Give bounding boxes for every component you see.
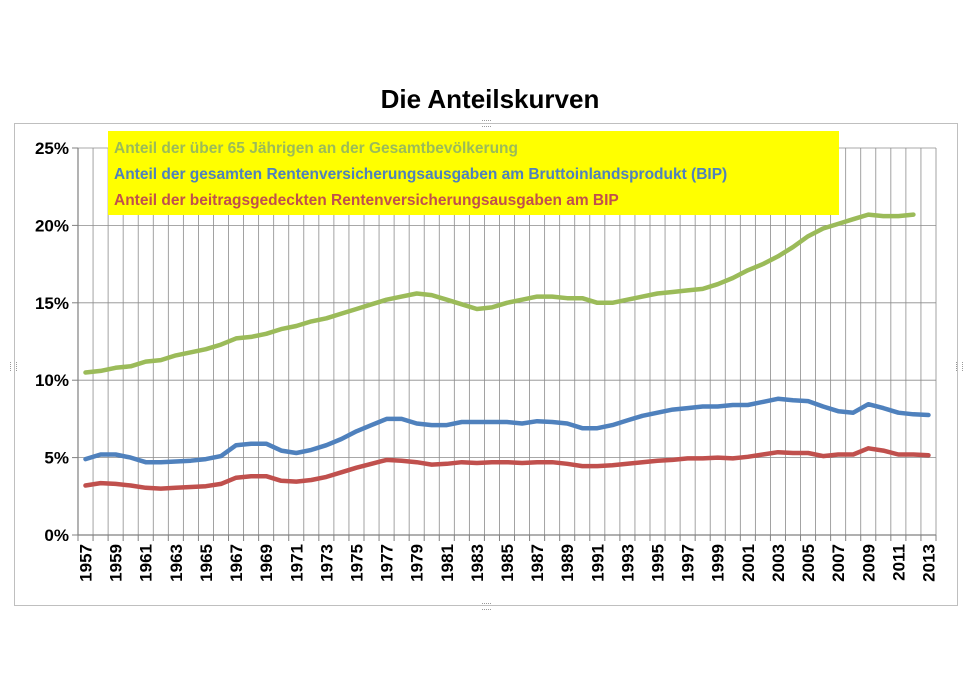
y-tick-label: 20% bbox=[35, 216, 69, 235]
x-tick-label: 1967 bbox=[227, 544, 246, 582]
x-tick-label: 1977 bbox=[378, 544, 397, 582]
x-tick-label: 1987 bbox=[528, 544, 547, 582]
x-tick-label: 1985 bbox=[498, 544, 517, 582]
x-tick-label: 2009 bbox=[859, 544, 878, 582]
x-tick-label: 1991 bbox=[588, 544, 607, 582]
chart-title: Die Anteilskurven bbox=[380, 84, 600, 114]
frame-handle-bottom[interactable] bbox=[482, 603, 491, 610]
x-tick-label: 2005 bbox=[799, 544, 818, 582]
x-tick-label: 1997 bbox=[679, 544, 698, 582]
y-tick-label: 5% bbox=[44, 449, 69, 468]
series-lines bbox=[83, 212, 931, 491]
legend: Anteil der über 65 Jährigen an der Gesam… bbox=[108, 131, 839, 215]
x-tick-label: 1975 bbox=[347, 544, 366, 582]
x-tick-label: 1993 bbox=[618, 544, 637, 582]
legend-entry-total-pension-share: Anteil der gesamten Rentenversicherungsa… bbox=[114, 166, 728, 183]
series-line-2 bbox=[83, 446, 931, 491]
x-tick-label: 1963 bbox=[167, 544, 186, 582]
axes bbox=[77, 148, 937, 541]
frame-handle-top[interactable] bbox=[482, 120, 491, 127]
x-tick-label: 2003 bbox=[769, 544, 788, 582]
x-tick-label: 2011 bbox=[889, 544, 908, 581]
x-tick-label: 2007 bbox=[829, 544, 848, 582]
x-tick-label: 1979 bbox=[408, 544, 427, 582]
frame-handle-left[interactable] bbox=[10, 362, 17, 371]
x-tick-label: 1971 bbox=[287, 544, 306, 582]
y-tick-label: 15% bbox=[35, 294, 69, 313]
x-tick-label: 1959 bbox=[107, 544, 126, 582]
x-tick-label: 1983 bbox=[468, 544, 487, 582]
legend-entry-contribution-pension-share: Anteil der beitragsgedeckten Rentenversi… bbox=[114, 192, 619, 209]
x-tick-label: 2013 bbox=[919, 544, 938, 582]
y-tick-label: 25% bbox=[35, 139, 69, 158]
x-tick-label: 1995 bbox=[649, 544, 668, 582]
x-tick-label: 1989 bbox=[558, 544, 577, 582]
x-tick-label: 1973 bbox=[317, 544, 336, 582]
x-tick-label: 1969 bbox=[257, 544, 276, 582]
x-tick-label: 1961 bbox=[137, 544, 156, 582]
y-tick-label: 0% bbox=[44, 526, 69, 545]
x-tick-labels: 1957 1959 1961 1963 1965 1967 1969 1971 1973 1975… bbox=[77, 544, 939, 582]
x-tick-label: 1999 bbox=[709, 544, 728, 582]
x-tick-label: 2001 bbox=[739, 544, 758, 582]
series-line-0 bbox=[83, 212, 916, 375]
y-tick-labels: 0% 5% 10% 15% 20% 25% bbox=[35, 139, 69, 545]
frame-handle-right[interactable] bbox=[956, 362, 963, 371]
y-tick-label: 10% bbox=[35, 371, 69, 390]
legend-entry-elderly-share: Anteil der über 65 Jährigen an der Gesam… bbox=[114, 140, 518, 157]
series-line-1 bbox=[83, 396, 931, 465]
x-tick-label: 1965 bbox=[197, 544, 216, 582]
x-tick-label: 1981 bbox=[438, 544, 457, 582]
x-tick-label: 1957 bbox=[77, 544, 96, 582]
